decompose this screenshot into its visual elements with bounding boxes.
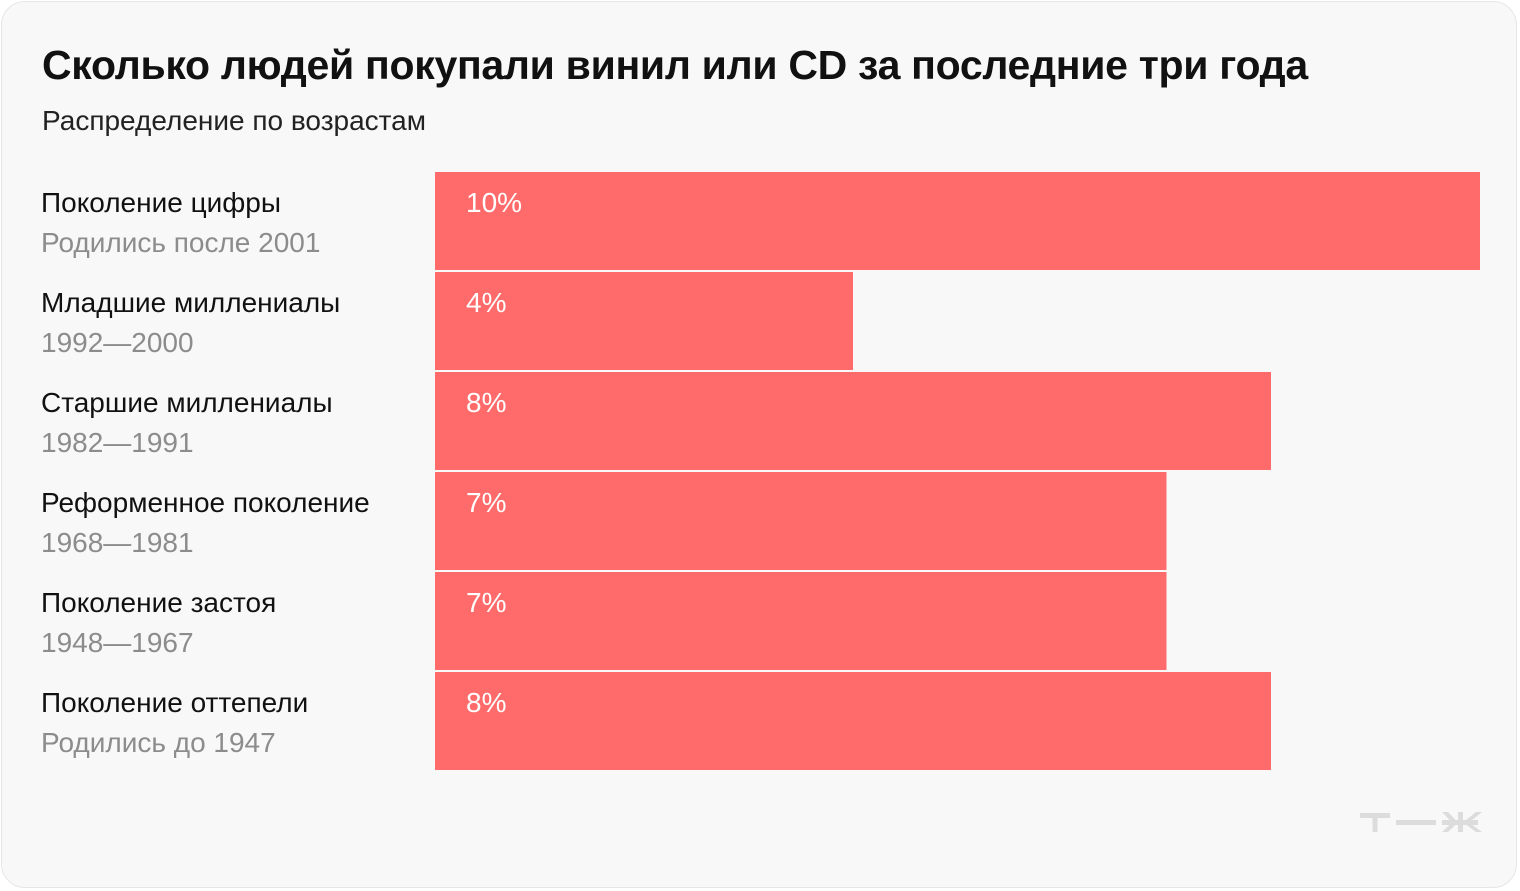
category-label: Старшие миллениалы: [41, 387, 333, 418]
category-sublabel: 1982—1991: [41, 427, 194, 458]
bar: [435, 172, 1480, 270]
category-label: Младшие миллениалы: [41, 287, 340, 318]
tzh-logo-icon: [1360, 812, 1482, 832]
category-sublabel: 1968—1981: [41, 527, 194, 558]
bar-value-label: 4%: [466, 287, 506, 318]
bar-value-label: 7%: [466, 587, 506, 618]
category-sublabel: Родились до 1947: [41, 727, 276, 758]
bar: [435, 272, 853, 370]
bar: [435, 472, 1167, 570]
category-sublabel: Родились после 2001: [41, 227, 320, 258]
category-label: Поколение цифры: [41, 187, 281, 218]
chart-subtitle: Распределение по возрастам: [42, 105, 427, 136]
bar: [435, 572, 1167, 670]
category-label: Поколение оттепели: [41, 687, 308, 718]
bar: [435, 672, 1271, 770]
category-label: Реформенное поколение: [41, 487, 370, 518]
bar-value-label: 8%: [466, 387, 506, 418]
bar-value-label: 10%: [466, 187, 522, 218]
category-sublabel: 1992—2000: [41, 327, 194, 358]
bar: [435, 372, 1271, 470]
category-sublabel: 1948—1967: [41, 627, 194, 658]
category-label: Поколение застоя: [41, 587, 276, 618]
bar-value-label: 8%: [466, 687, 506, 718]
chart-title: Сколько людей покупали винил или CD за п…: [42, 42, 1308, 88]
bar-value-label: 7%: [466, 487, 506, 518]
